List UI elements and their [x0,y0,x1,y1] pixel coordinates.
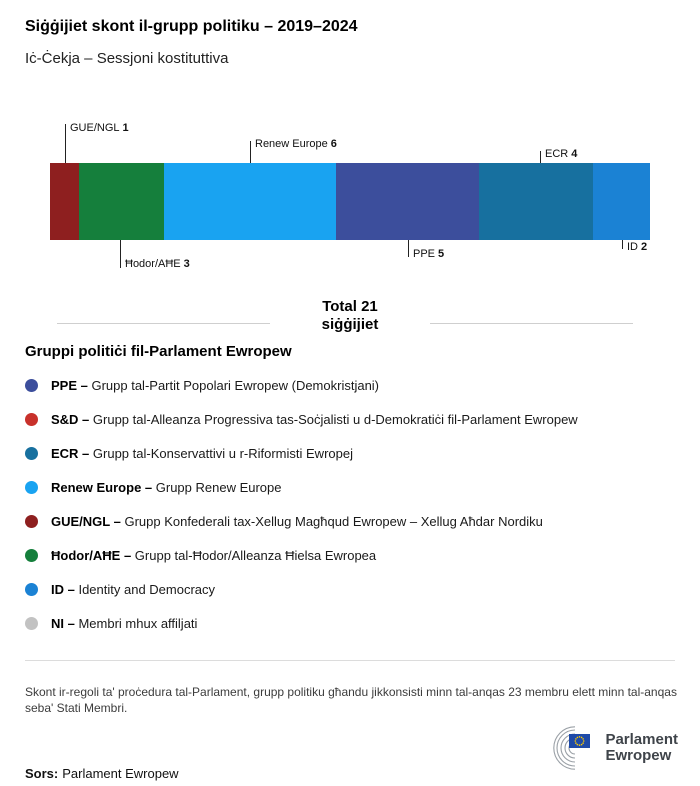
logo-wordmark: Parlament Ewropew [605,731,678,764]
legend-item: Ħodor/AĦE – Grupp tal-Ħodor/Alleanza Ħie… [25,538,680,572]
segment-label-ppe: PPE 5 [413,248,445,260]
legend-item-label: S&D – Grupp tal-Alleanza Progressiva tas… [51,411,578,427]
total-rule-left [57,323,270,324]
segment-label-ecr: ECR 4 [545,148,578,160]
legend-item-label: GUE/NGL – Grupp Konfederali tax-Xellug M… [51,513,543,529]
legend-item: Renew Europe – Grupp Renew Europe [25,470,680,504]
legend-color-dot [25,616,38,630]
bar-segment-ppe [335,163,479,240]
total-line1: Total 21 [322,298,378,315]
legend-color-dot [25,480,38,494]
segment-label-id: ID 2 [627,241,648,253]
chart-title: Siġġijiet skont il-grupp politiku – 2019… [25,18,358,35]
tick-hodor-ahe [120,240,121,268]
legend-color-dot [25,412,38,426]
legend-item: GUE/NGL – Grupp Konfederali tax-Xellug M… [25,504,680,538]
segment-label-hodor-ahe: Ħodor/AĦE 3 [125,258,190,270]
seats-bar [50,163,650,240]
legend-item-label: PPE – Grupp tal-Partit Popolari Ewropew … [51,377,380,393]
legend-color-dot [25,446,38,460]
legend-item-label: NI – Membri mhux affiljati [51,615,198,631]
bar-segment-gue-ngl [50,163,79,240]
tick-gue-ngl [65,124,66,163]
procedure-note: Skont ir-regoli ta' proċedura tal-Parlam… [25,685,677,715]
legend-title: Gruppi politiċi fil-Parlament Ewropew [25,343,292,360]
bar-segment-id [592,163,650,240]
source-value: Parlament Ewropew [62,766,179,781]
tick-id [622,240,623,249]
bar-segment-renew-europe [164,163,336,240]
total-rule-right [430,323,633,324]
segment-label-renew-europe: Renew Europe 6 [255,138,337,150]
legend-item-label: Ħodor/AĦE – Grupp tal-Ħodor/Alleanza Ħie… [51,547,377,563]
legend-list: PPE – Grupp tal-Partit Popolari Ewropew … [25,368,680,640]
legend-color-dot [25,514,38,528]
legend-item-label: ECR – Grupp tal-Konservattivi u r-Riform… [51,445,353,461]
tick-ppe [408,240,409,257]
bar-segment-ecr [478,163,593,240]
source-label: Sors: [25,766,59,781]
hemicycle-eu-flag-icon [553,726,591,770]
legend-color-dot [25,582,38,596]
segment-label-gue-ngl: GUE/NGL 1 [70,122,129,134]
tick-ecr [540,151,541,163]
legend-item: ECR – Grupp tal-Konservattivi u r-Riform… [25,436,680,470]
legend-item-label: Renew Europe – Grupp Renew Europe [51,479,282,495]
legend-item-label: ID – Identity and Democracy [51,581,216,597]
total-seats-text: Total 21 siġġijiet [0,298,700,334]
legend-color-dot [25,378,38,392]
legend-item: NI – Membri mhux affiljati [25,606,680,640]
legend-item: ID – Identity and Democracy [25,572,680,606]
source-line: Sors: Parlament Ewropew [25,766,179,781]
bar-segment--odor-a-e [78,163,165,240]
seats-bar-chart: GUE/NGL 1 Renew Europe 6 ECR 4 Ħodor/AĦE 3 P… [0,100,700,290]
legend-item: S&D – Grupp tal-Alleanza Progressiva tas… [25,402,680,436]
total-seats: Total 21 siġġijiet [0,296,700,346]
legend-item: PPE – Grupp tal-Partit Popolari Ewropew … [25,368,680,402]
legend-color-dot [25,548,38,562]
tick-renew-europe [250,141,251,163]
total-line2: siġġijiet [321,316,379,333]
chart-subtitle: Iċ-Ċekja – Sessjoni kostituttiva [25,50,229,67]
european-parliament-logo: Parlament Ewropew [535,726,678,770]
footer-divider [25,660,675,661]
